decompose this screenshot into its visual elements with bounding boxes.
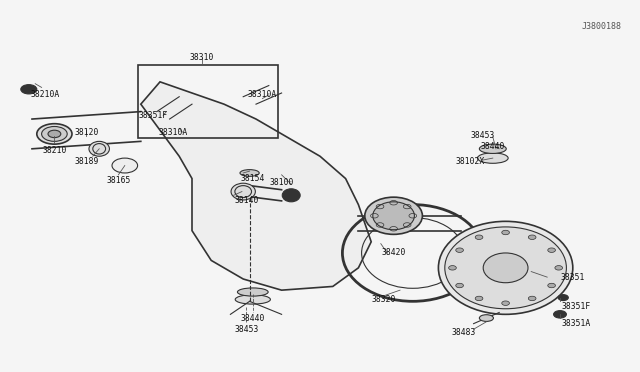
Text: 38310A: 38310A: [158, 128, 188, 137]
Circle shape: [475, 296, 483, 301]
Text: 38351A: 38351A: [561, 319, 591, 328]
Text: 38351F: 38351F: [561, 302, 591, 311]
Text: 38453: 38453: [234, 325, 259, 334]
Circle shape: [528, 296, 536, 301]
Ellipse shape: [365, 197, 422, 234]
Text: 38154: 38154: [241, 174, 265, 183]
Text: 38189: 38189: [74, 157, 99, 166]
Text: 38351: 38351: [561, 273, 585, 282]
Ellipse shape: [48, 130, 61, 138]
Bar: [138, 65, 278, 138]
Circle shape: [558, 295, 568, 301]
Ellipse shape: [37, 124, 72, 144]
Circle shape: [528, 235, 536, 240]
Ellipse shape: [236, 295, 271, 304]
Text: 38140: 38140: [234, 196, 259, 205]
Ellipse shape: [282, 189, 300, 202]
Ellipse shape: [237, 288, 268, 296]
Text: 38320: 38320: [372, 295, 396, 304]
Text: 38440: 38440: [241, 314, 265, 323]
Text: 38440: 38440: [481, 142, 505, 151]
Ellipse shape: [42, 126, 67, 141]
Ellipse shape: [240, 170, 259, 176]
Circle shape: [476, 235, 483, 240]
Text: 38210A: 38210A: [30, 90, 60, 99]
Text: 38165: 38165: [106, 176, 131, 185]
Text: 38100: 38100: [269, 178, 294, 187]
Text: 38102X: 38102X: [456, 157, 485, 166]
Circle shape: [456, 283, 463, 288]
Ellipse shape: [372, 202, 415, 230]
Text: J3800188: J3800188: [582, 22, 621, 31]
PathPatch shape: [141, 82, 371, 290]
Circle shape: [502, 301, 509, 305]
Circle shape: [554, 311, 566, 318]
Ellipse shape: [479, 315, 493, 321]
Circle shape: [456, 248, 463, 252]
Ellipse shape: [231, 183, 255, 200]
Text: 38210: 38210: [42, 146, 67, 155]
Circle shape: [502, 230, 509, 235]
Ellipse shape: [483, 253, 528, 283]
Text: 38120: 38120: [74, 128, 99, 137]
Circle shape: [548, 283, 556, 288]
Circle shape: [555, 266, 563, 270]
Text: 38453: 38453: [471, 131, 495, 140]
Ellipse shape: [20, 85, 36, 94]
Text: 38420: 38420: [381, 248, 406, 257]
Circle shape: [548, 248, 556, 252]
Circle shape: [449, 266, 456, 270]
Text: 38310A: 38310A: [248, 90, 277, 99]
Text: 38483: 38483: [452, 328, 476, 337]
Ellipse shape: [477, 153, 508, 163]
Ellipse shape: [89, 141, 109, 156]
Text: 38351F: 38351F: [139, 111, 168, 120]
Circle shape: [112, 158, 138, 173]
Ellipse shape: [479, 144, 506, 154]
Text: 38310: 38310: [189, 53, 214, 62]
Ellipse shape: [438, 221, 573, 314]
Ellipse shape: [445, 227, 566, 309]
